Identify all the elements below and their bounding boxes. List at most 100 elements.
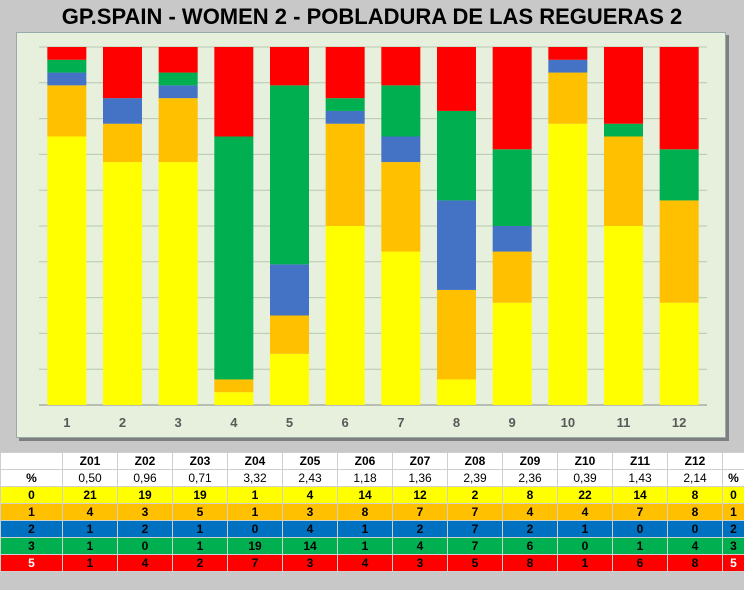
row-label-cell: % [722, 469, 744, 487]
row-label-cell: 0 [722, 486, 744, 504]
count-cell: 5 [172, 503, 228, 521]
zone-header-cell: Z03 [172, 452, 228, 470]
bar-segment-level-5-cat-6 [325, 47, 365, 99]
bar-segment-level-3-cat-5 [270, 85, 309, 265]
bar-segment-level-5-cat-11 [604, 47, 643, 124]
x-tick-label: 8 [453, 415, 460, 430]
zone-header-cell: Z05 [282, 452, 338, 470]
zone-header-cell: Z09 [502, 452, 558, 470]
bar-segment-level-0-cat-3 [158, 162, 198, 405]
bar-segment-level-2-cat-10 [548, 59, 588, 73]
bar-segment-level-0-cat-5 [270, 353, 309, 405]
bar-segment-level-2-cat-5 [270, 264, 309, 316]
x-tick-label: 12 [672, 415, 686, 430]
count-cell: 0 [117, 537, 173, 555]
percent-cell: 0,39 [557, 469, 613, 487]
count-cell: 7 [447, 503, 503, 521]
bar-segment-level-3-cat-8 [437, 110, 476, 201]
x-tick-label: 10 [561, 415, 575, 430]
count-cell: 14 [282, 537, 338, 555]
bar-segment-level-3-cat-12 [659, 149, 699, 201]
count-cell: 1 [337, 520, 393, 538]
percent-cell: 3,32 [227, 469, 283, 487]
bar-segment-level-5-cat-9 [492, 47, 532, 150]
x-tick-label: 1 [63, 415, 70, 430]
bar-segment-level-5-cat-8 [437, 47, 476, 111]
bar-segment-level-0-cat-7 [381, 251, 421, 405]
bar-segment-level-5-cat-3 [158, 47, 198, 73]
percent-cell: 0,96 [117, 469, 173, 487]
bar-segment-level-1-cat-4 [214, 379, 254, 393]
bar-segment-level-5-cat-5 [270, 47, 309, 86]
bar-segment-level-0-cat-8 [437, 379, 476, 405]
count-cell: 0 [612, 520, 668, 538]
table-row-percent: % 0,50 0,96 0,71 3,32 2,43 1,18 1,36 2,39 2,36 0,3… [0, 469, 744, 487]
x-tick-label: 5 [286, 415, 293, 430]
count-cell: 22 [557, 486, 613, 504]
row-label-cell: 5 [0, 554, 63, 572]
row-label-cell: 2 [722, 520, 744, 538]
bar-segment-level-1-cat-1 [47, 85, 87, 137]
count-cell: 1 [337, 537, 393, 555]
count-cell: 1 [62, 537, 118, 555]
bar-segment-level-3-cat-1 [47, 59, 87, 73]
count-cell: 8 [667, 486, 723, 504]
bar-segment-level-0-cat-6 [325, 226, 365, 405]
count-cell: 2 [117, 520, 173, 538]
x-tick-label: 11 [617, 415, 631, 430]
count-cell: 7 [392, 503, 448, 521]
count-cell: 1 [612, 537, 668, 555]
count-cell: 2 [447, 486, 503, 504]
stacked-bar-chart: 1 2 3 4 5 6 7 8 9 10 11 12 [39, 46, 707, 430]
bar-segment-level-1-cat-6 [325, 123, 365, 226]
count-cell: 1 [172, 537, 228, 555]
count-cell: 2 [392, 520, 448, 538]
count-cell: 8 [337, 503, 393, 521]
table-row-level-3: 3 1 0 1 19 14 1 4 7 6 0 1 4 3 [0, 537, 744, 555]
count-cell: 4 [502, 503, 558, 521]
data-table: Z01 Z02 Z03 Z04 Z05 Z06 Z07 Z08 Z09 Z10 Z11 Z12% 0,5… [0, 452, 744, 572]
bar-segment-level-3-cat-11 [604, 123, 643, 137]
table-row-level-0: 0 21 19 19 1 4 14 12 2 8 22 14 8 0 [0, 486, 744, 504]
chart-area: 1 2 3 4 5 6 7 8 9 10 11 12 [16, 32, 726, 438]
percent-cell: 2,43 [282, 469, 338, 487]
count-cell: 1 [557, 520, 613, 538]
bar-segment-level-3-cat-6 [325, 98, 365, 111]
bar-segment-level-2-cat-8 [437, 200, 476, 290]
count-cell: 4 [667, 537, 723, 555]
row-label-cell: 5 [722, 554, 744, 572]
bar-segment-level-0-cat-12 [659, 302, 699, 405]
bar-segment-level-0-cat-9 [492, 302, 532, 405]
count-cell: 4 [337, 554, 393, 572]
zone-header-cell: Z10 [557, 452, 613, 470]
row-label-cell: 1 [0, 503, 63, 521]
bar-segment-level-2-cat-6 [325, 110, 365, 124]
count-cell: 1 [557, 554, 613, 572]
zone-header-cell: Z08 [447, 452, 503, 470]
count-cell: 6 [502, 537, 558, 555]
count-cell: 12 [392, 486, 448, 504]
count-cell: 4 [557, 503, 613, 521]
bar-segment-level-2-cat-7 [381, 136, 421, 163]
count-cell: 4 [62, 503, 118, 521]
zone-header-cell: Z11 [612, 452, 668, 470]
table-end-cell [722, 452, 744, 470]
x-tick-label: 4 [230, 415, 238, 430]
zone-header-cell: Z07 [392, 452, 448, 470]
row-label-cell: 3 [722, 537, 744, 555]
bar-segment-level-3-cat-9 [492, 149, 532, 226]
bar-segment-level-1-cat-9 [492, 251, 532, 303]
row-label-cell: 1 [722, 503, 744, 521]
percent-cell: 0,50 [62, 469, 118, 487]
count-cell: 6 [612, 554, 668, 572]
percent-cell: 1,36 [392, 469, 448, 487]
zone-header-cell: Z06 [337, 452, 393, 470]
bar-segment-level-5-cat-10 [548, 47, 588, 60]
count-cell: 14 [337, 486, 393, 504]
count-cell: 5 [447, 554, 503, 572]
count-cell: 7 [447, 520, 503, 538]
count-cell: 8 [667, 503, 723, 521]
